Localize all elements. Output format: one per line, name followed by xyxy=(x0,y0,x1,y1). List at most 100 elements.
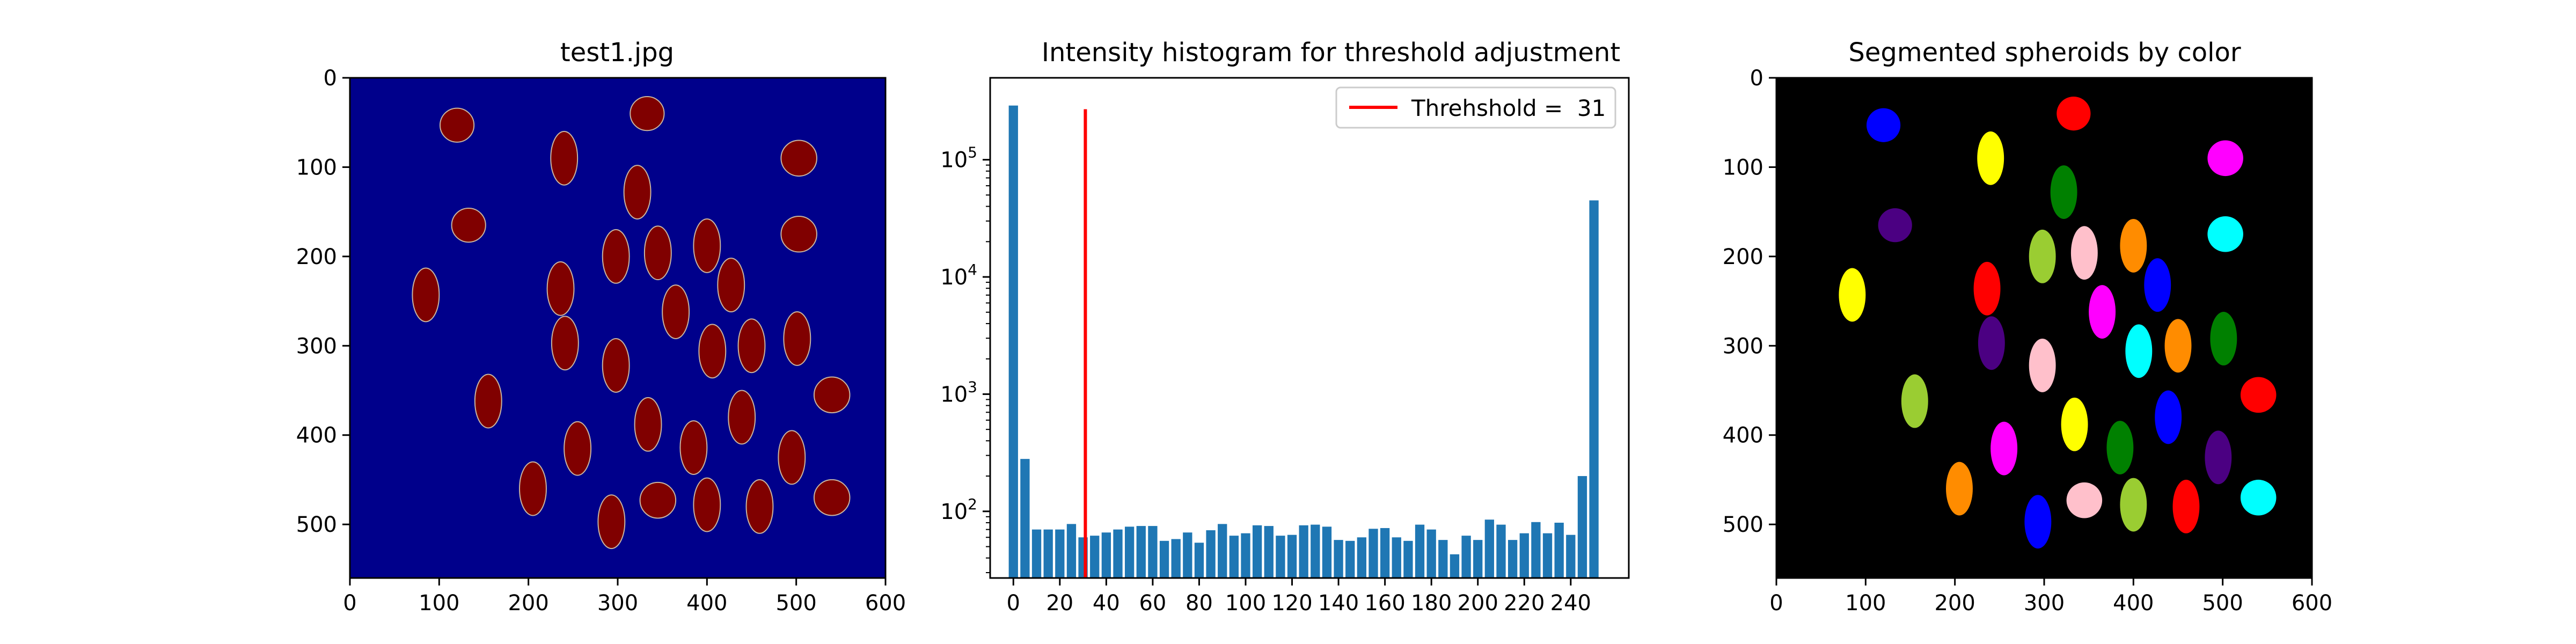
right-spheroid xyxy=(2240,479,2277,516)
left-spheroid xyxy=(602,338,630,393)
histogram-bar xyxy=(1241,533,1250,578)
right-panel-title: Segmented spheroids by color xyxy=(1848,38,2241,68)
right-spheroid xyxy=(2057,96,2091,131)
left-panel-title: test1.jpg xyxy=(560,38,674,68)
histogram-bar xyxy=(1159,540,1169,578)
right-spheroid xyxy=(2061,397,2088,451)
histogram-bars xyxy=(1008,105,1599,579)
histogram-bar xyxy=(1392,537,1401,578)
histogram-bar xyxy=(1218,524,1227,578)
histogram-bar xyxy=(1055,529,1065,578)
histogram-bar xyxy=(1426,529,1436,578)
histogram-bar xyxy=(1101,532,1111,578)
histogram-bar xyxy=(1031,529,1042,578)
right-colored-spheroids xyxy=(1839,96,2277,549)
histogram-bar xyxy=(1171,539,1181,578)
histogram-bar xyxy=(1311,524,1320,578)
histogram-bar xyxy=(1183,532,1192,578)
right-y-tick-label: 0 xyxy=(1750,66,1763,91)
histogram-x-tick-label: 140 xyxy=(1318,591,1359,616)
histogram-axes-frame xyxy=(989,77,1630,579)
histogram-bar xyxy=(1264,526,1274,578)
left-spheroid xyxy=(474,374,502,429)
histogram-bar xyxy=(1438,540,1448,578)
right-spheroid xyxy=(2240,377,2277,413)
right-y-ticks: 0 100 200 300 400 500 xyxy=(1723,66,1776,537)
histogram-bar xyxy=(1136,526,1146,578)
right-spheroid xyxy=(2070,226,2098,280)
histogram-bar xyxy=(1148,526,1158,578)
right-y-tick-label: 100 xyxy=(1723,155,1763,180)
left-spheroid xyxy=(679,420,708,475)
histogram-y-ticks: 102 103 104 105 xyxy=(940,144,990,574)
left-x-ticks: 0 100 200 300 400 500 600 xyxy=(343,578,906,616)
histogram-bar xyxy=(1113,529,1123,578)
left-y-tick-label: 200 xyxy=(296,245,337,269)
histogram-bar xyxy=(1496,524,1506,578)
histogram-x-tick-label: 20 xyxy=(1046,591,1073,616)
left-spheroid xyxy=(717,258,745,313)
left-spheroid xyxy=(813,376,851,414)
left-spheroid xyxy=(546,261,575,316)
histogram-bar xyxy=(1124,526,1135,578)
left-spheroid xyxy=(639,481,677,519)
left-spheroid xyxy=(780,140,817,177)
left-spheroid xyxy=(519,461,547,516)
left-x-tick-label: 0 xyxy=(343,591,356,616)
histogram-bar xyxy=(1194,543,1204,578)
left-spheroid xyxy=(439,107,475,143)
right-spheroid xyxy=(1973,261,2001,316)
histogram-bar xyxy=(1531,522,1541,578)
histogram-x-ticks: 0 20 40 60 80 100 120 140 160 180 200 220 240 xyxy=(1007,578,1591,616)
histogram-bar xyxy=(1043,529,1053,578)
histogram-bar xyxy=(1519,533,1529,578)
histogram-title: Intensity histogram for threshold adjust… xyxy=(1042,38,1620,68)
histogram-x-tick-label: 240 xyxy=(1550,591,1591,616)
left-y-tick-label: 500 xyxy=(296,513,337,537)
left-spheroid xyxy=(662,284,690,339)
right-x-tick-label: 300 xyxy=(2024,591,2065,616)
histogram-y-tick-label: 104 xyxy=(940,261,977,290)
histogram-bar xyxy=(1276,536,1285,578)
left-image-panel: test1.jpg 0 100 200 300 400 500 600 0 100 200 300… xyxy=(296,38,906,616)
left-spheroid xyxy=(630,96,665,131)
left-x-tick-label: 100 xyxy=(419,591,459,616)
right-y-tick-label: 400 xyxy=(1723,423,1763,448)
right-spheroid xyxy=(2144,258,2171,312)
left-spheroid xyxy=(564,421,592,476)
right-x-tick-label: 0 xyxy=(1769,591,1783,616)
right-spheroid xyxy=(1990,421,2018,475)
right-x-tick-label: 400 xyxy=(2113,591,2154,616)
left-y-tick-label: 100 xyxy=(296,155,337,180)
left-y-ticks: 0 100 200 300 400 500 xyxy=(296,66,350,537)
right-spheroid xyxy=(1977,131,2004,185)
right-x-ticks: 0 100 200 300 400 500 600 xyxy=(1769,578,2332,616)
right-spheroid xyxy=(2207,216,2243,252)
histogram-bar xyxy=(1229,536,1239,578)
histogram-y-tick-label: 102 xyxy=(940,495,977,524)
histogram-x-tick-label: 40 xyxy=(1093,591,1120,616)
right-spheroid xyxy=(2205,430,2232,485)
left-spheroid xyxy=(780,215,817,253)
right-spheroid xyxy=(1978,316,2005,370)
left-y-tick-label: 400 xyxy=(296,423,337,448)
left-spheroids xyxy=(412,96,851,550)
right-spheroid xyxy=(2066,482,2103,518)
histogram-bar xyxy=(1380,528,1390,578)
right-spheroid xyxy=(2125,324,2153,378)
histogram-bar xyxy=(1368,529,1378,578)
left-spheroid xyxy=(634,397,662,452)
right-spheroid xyxy=(2207,140,2243,177)
left-spheroid xyxy=(698,324,727,379)
left-spheroid xyxy=(550,130,579,186)
histogram-bar xyxy=(1020,459,1030,578)
histogram-x-tick-label: 100 xyxy=(1225,591,1266,616)
histogram-bar xyxy=(1066,524,1077,578)
histogram-bar xyxy=(1484,519,1495,578)
histogram-bar xyxy=(1403,540,1413,578)
left-spheroid xyxy=(745,479,774,534)
left-y-tick-label: 0 xyxy=(324,66,337,91)
histogram-bar xyxy=(1299,525,1308,578)
histogram-bar xyxy=(1322,526,1332,578)
